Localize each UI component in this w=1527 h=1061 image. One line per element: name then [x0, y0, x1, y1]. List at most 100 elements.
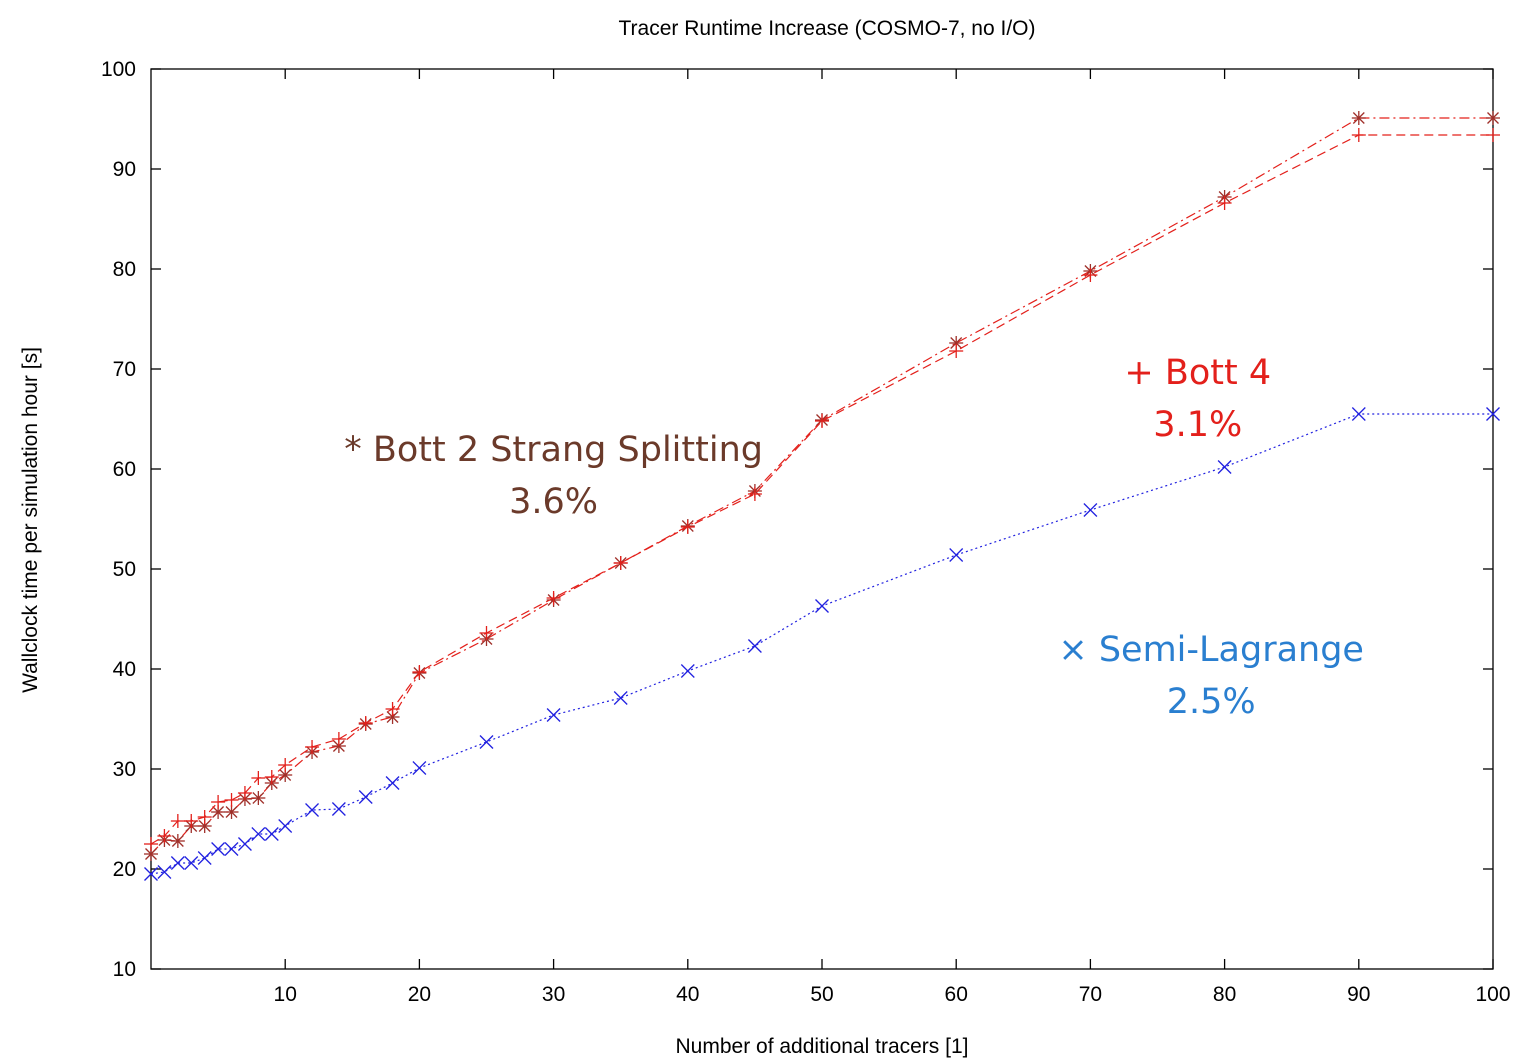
data-point-bott4 — [331, 732, 346, 746]
data-point-bott4 — [412, 665, 427, 679]
data-point-bott4 — [305, 740, 320, 754]
y-tick-label: 20 — [113, 858, 136, 881]
annotation-0: * Bott 2 Strang Splitting 3.6% — [344, 430, 763, 522]
data-point-semilag — [331, 802, 346, 816]
chart-title: Tracer Runtime Increase (COSMO-7, no I/O… — [619, 17, 1036, 40]
x-tick-label: 10 — [274, 983, 297, 1006]
data-point-bott4 — [680, 520, 695, 534]
data-point-bott4 — [949, 344, 964, 358]
x-tick-label: 30 — [542, 983, 565, 1006]
data-point-semilag — [385, 776, 400, 790]
plot-frame — [150, 68, 1494, 970]
annotation-line: 3.6% — [509, 482, 598, 522]
data-point-bott4 — [358, 716, 373, 730]
y-tick-label: 80 — [113, 258, 136, 281]
data-point-semilag — [184, 856, 199, 870]
data-point-semilag — [278, 819, 293, 833]
data-point-bott4 — [815, 414, 829, 428]
x-tick-label: 20 — [408, 983, 431, 1006]
x-tick-label: 40 — [676, 983, 699, 1006]
y-tick-label: 30 — [113, 758, 136, 781]
data-point-bott2 — [1486, 111, 1500, 125]
data-point-semilag — [1083, 503, 1098, 517]
data-point-semilag — [144, 867, 158, 881]
series-line-bott4 — [150, 134, 1493, 845]
data-point-bott4 — [385, 702, 400, 716]
data-point-semilag — [949, 548, 964, 562]
series-bott2 — [144, 111, 1500, 861]
data-point-bott2 — [197, 819, 212, 833]
data-point-semilag — [747, 639, 762, 653]
series-line-bott2 — [150, 117, 1493, 855]
x-tick-label: 100 — [1475, 983, 1510, 1006]
data-point-semilag — [613, 691, 628, 705]
y-tick-label: 70 — [113, 358, 136, 381]
data-point-semilag — [1486, 407, 1500, 421]
y-tick-label: 40 — [113, 658, 136, 681]
data-point-semilag — [237, 837, 252, 851]
data-point-semilag — [211, 842, 226, 856]
data-point-bott2 — [224, 805, 239, 819]
data-point-semilag — [264, 827, 279, 841]
series-line-semilag — [150, 413, 1493, 875]
data-point-bott4 — [278, 758, 293, 772]
data-point-semilag — [157, 865, 172, 879]
y-tick-label: 100 — [101, 58, 136, 81]
data-point-semilag — [358, 790, 373, 804]
y-tick-label: 10 — [113, 958, 136, 981]
data-point-bott4 — [197, 810, 212, 824]
annotation-line: 3.1% — [1153, 405, 1242, 445]
series-group — [144, 111, 1500, 881]
data-point-semilag — [680, 664, 695, 678]
x-tick-label: 80 — [1213, 983, 1236, 1006]
annotation-2: × Semi-Lagrange 2.5% — [1058, 630, 1364, 722]
data-point-semilag — [815, 599, 829, 613]
annotation-1: + Bott 4 3.1% — [1124, 353, 1271, 445]
data-point-bott4 — [224, 793, 239, 807]
data-point-bott4 — [546, 591, 561, 605]
data-point-bott2 — [170, 834, 185, 848]
data-point-semilag — [546, 708, 561, 722]
annotations: * Bott 2 Strang Splitting 3.6% + Bott 4 3.1… — [344, 353, 1364, 722]
annotation-line: + Bott 4 — [1124, 353, 1271, 393]
axes: 10 20 30 40 50 60 70 80 90 100 10 20 30 40 50 60 70 80 90 1… — [101, 58, 1511, 1006]
data-point-semilag — [479, 735, 494, 749]
data-point-semilag — [197, 851, 212, 865]
data-point-bott4 — [747, 487, 762, 501]
data-point-bott4 — [1351, 128, 1366, 142]
data-point-semilag — [170, 856, 185, 870]
data-point-bott2 — [251, 791, 266, 805]
data-point-bott4 — [1486, 128, 1500, 142]
y-axis-title: Wallclock time per simulation hour [s] — [19, 347, 42, 693]
data-point-bott4 — [184, 814, 199, 828]
data-point-bott4 — [211, 795, 226, 809]
data-point-bott4 — [144, 837, 158, 851]
annotation-line: × Semi-Lagrange — [1058, 630, 1364, 670]
x-axis-title: Number of additional tracers [1] — [676, 1035, 969, 1058]
data-point-semilag — [224, 842, 239, 856]
data-point-bott4 — [170, 814, 185, 828]
x-tick-label: 60 — [945, 983, 968, 1006]
data-point-bott4 — [1217, 196, 1232, 210]
x-tick-label: 50 — [810, 983, 833, 1006]
y-tick-label: 50 — [113, 558, 136, 581]
data-point-bott4 — [479, 626, 494, 640]
y-tick-label: 90 — [113, 158, 136, 181]
annotation-line: 2.5% — [1167, 682, 1256, 722]
series-bott4 — [144, 128, 1500, 851]
data-point-bott4 — [613, 556, 628, 570]
data-point-bott4 — [264, 770, 279, 784]
data-point-semilag — [412, 761, 427, 775]
data-point-bott4 — [1083, 268, 1098, 282]
x-tick-label: 70 — [1079, 983, 1102, 1006]
data-point-semilag — [1351, 407, 1366, 421]
data-point-bott4 — [157, 829, 172, 843]
series-semilag — [144, 407, 1500, 881]
data-point-semilag — [251, 827, 266, 841]
x-tick-label: 90 — [1347, 983, 1370, 1006]
data-point-bott4 — [237, 786, 252, 800]
annotation-line: * Bott 2 Strang Splitting — [344, 430, 763, 470]
data-point-bott2 — [1351, 111, 1366, 125]
